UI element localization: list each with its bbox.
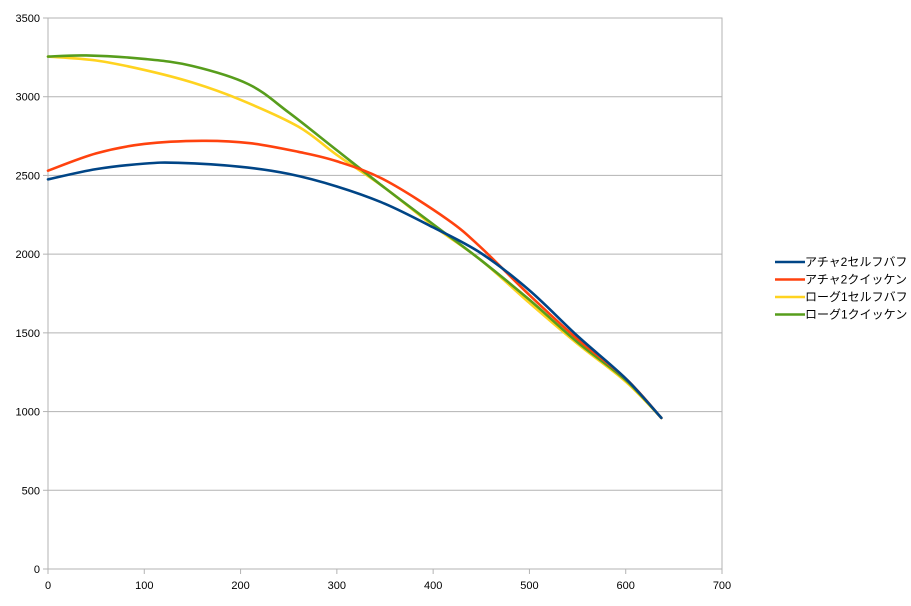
y-tick-label: 2500 xyxy=(16,170,40,182)
x-tick-label: 500 xyxy=(520,580,538,592)
y-tick-label: 1000 xyxy=(16,407,40,419)
x-tick-label: 100 xyxy=(135,580,153,592)
series-lines xyxy=(46,54,663,420)
series-line-3 xyxy=(46,55,663,420)
plot-area-border xyxy=(47,17,723,570)
y-tick-label: 2000 xyxy=(16,249,40,261)
x-tick-label: 400 xyxy=(424,580,442,592)
x-tick-label: 300 xyxy=(328,580,346,592)
legend-label: ローグ1セルフバフ xyxy=(805,290,908,304)
x-tick-label: 700 xyxy=(713,580,731,592)
y-tick-label: 3500 xyxy=(16,13,40,25)
legend-label: ローグ1クイッケン xyxy=(805,308,907,322)
x-tick-label: 200 xyxy=(231,580,249,592)
legend-label: アチャ2セルフバフ xyxy=(805,255,907,269)
x-tick-label: 600 xyxy=(617,580,635,592)
axes xyxy=(43,17,723,574)
series-line-2 xyxy=(46,139,663,420)
series-line-1 xyxy=(46,161,663,420)
tick-labels: 0 500 1000 1500 2000 2500 3000 3500 0 100 200 300 40… xyxy=(16,13,732,592)
x-tick-label: 0 xyxy=(45,580,51,592)
y-tick-label: 3000 xyxy=(16,92,40,104)
y-tick-label: 500 xyxy=(22,485,40,497)
y-tick-label: 1500 xyxy=(16,328,40,340)
y-tick-label: 0 xyxy=(34,564,40,576)
gridlines xyxy=(48,17,722,491)
legend-label: アチャ2クイッケン xyxy=(805,273,907,287)
series-line-4 xyxy=(46,54,663,420)
